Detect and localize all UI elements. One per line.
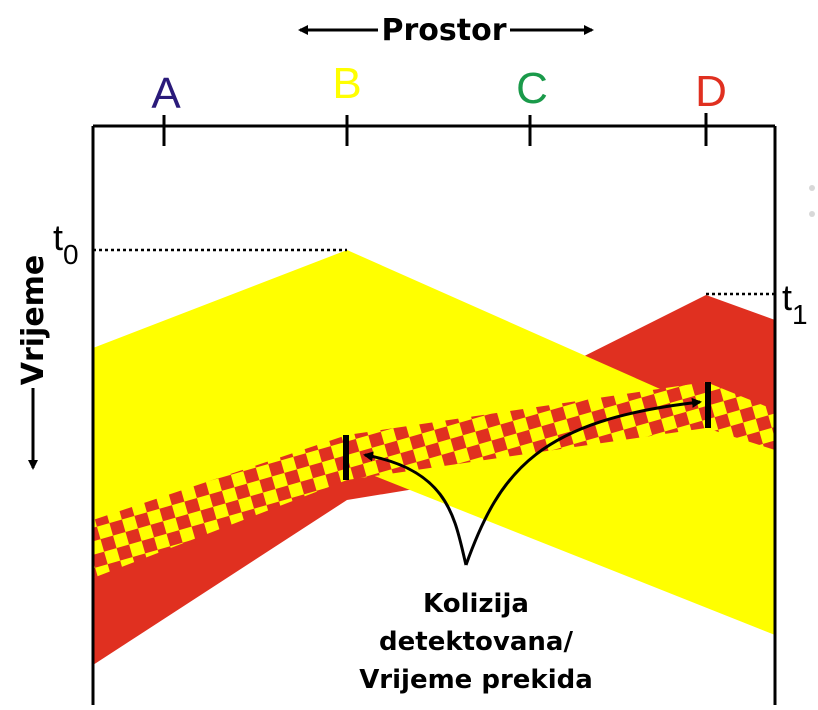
t0-base: t	[53, 217, 63, 258]
space-label: Prostor	[382, 13, 507, 48]
station-label-d: D	[695, 67, 727, 116]
t1-label: t1	[782, 277, 808, 330]
t1-base: t	[782, 277, 792, 318]
edge-mark-2	[809, 211, 815, 217]
annotation-arrow-to-b	[363, 451, 468, 566]
collision-region	[93, 382, 775, 578]
annotation-line-1: Kolizija	[423, 589, 529, 619]
station-label-c: C	[516, 64, 548, 113]
station-label-a: A	[151, 69, 181, 118]
time-label: Vrijeme	[16, 255, 51, 386]
annotation-line-2: detektovana/	[379, 627, 573, 657]
t0-sub: 0	[63, 239, 79, 270]
t1-sub: 1	[792, 299, 808, 330]
station-label-b: B	[332, 59, 361, 108]
annotation-line-3: Vrijeme prekida	[359, 665, 593, 695]
edge-mark-1	[809, 185, 815, 191]
t0-label: t0	[53, 217, 79, 270]
annotation-arrow-to-d	[464, 397, 702, 566]
